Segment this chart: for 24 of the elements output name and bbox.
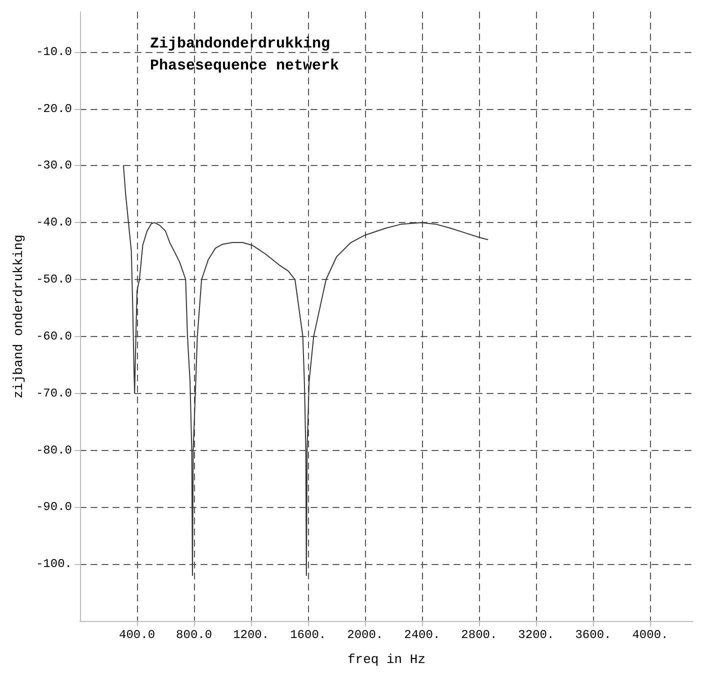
x-tick-label: 2400. <box>404 628 440 642</box>
x-tick-label: 1200. <box>233 628 270 642</box>
x-tick-label: 1600. <box>290 628 326 642</box>
y-tick-label: -60.0 <box>36 329 72 344</box>
y-tick-label: -40.0 <box>36 216 72 230</box>
y-tick-label: -50.0 <box>36 272 72 287</box>
y-tick-label: -30.0 <box>36 158 72 173</box>
y-tick-label: -80.0 <box>36 443 72 458</box>
text: Zijbandonderdrukking Phasesequence netwerk <box>150 36 340 74</box>
line-series <box>122 165 488 576</box>
y-tick-label: -70.0 <box>36 386 72 400</box>
x-tick-label: 400.0 <box>119 628 156 642</box>
x-tick-label: 3200. <box>518 628 554 642</box>
x-tick-label: 3600. <box>575 628 612 642</box>
x-axis-title: freq in Hz <box>347 652 426 667</box>
x-tick-label: 4000. <box>632 628 668 642</box>
y-tick-label: -10.0 <box>36 44 72 59</box>
y-axis-title: zijband onderdrukking <box>11 234 26 398</box>
y-tick-label: -90.0 <box>36 500 72 514</box>
x-tick-label: 2800. <box>461 628 498 642</box>
y-tick-label: -20.0 <box>36 102 72 116</box>
x-tick-label: 2000. <box>347 628 384 642</box>
x-tick-label: 800.0 <box>176 628 212 642</box>
y-tick-label: -100. <box>36 557 72 572</box>
